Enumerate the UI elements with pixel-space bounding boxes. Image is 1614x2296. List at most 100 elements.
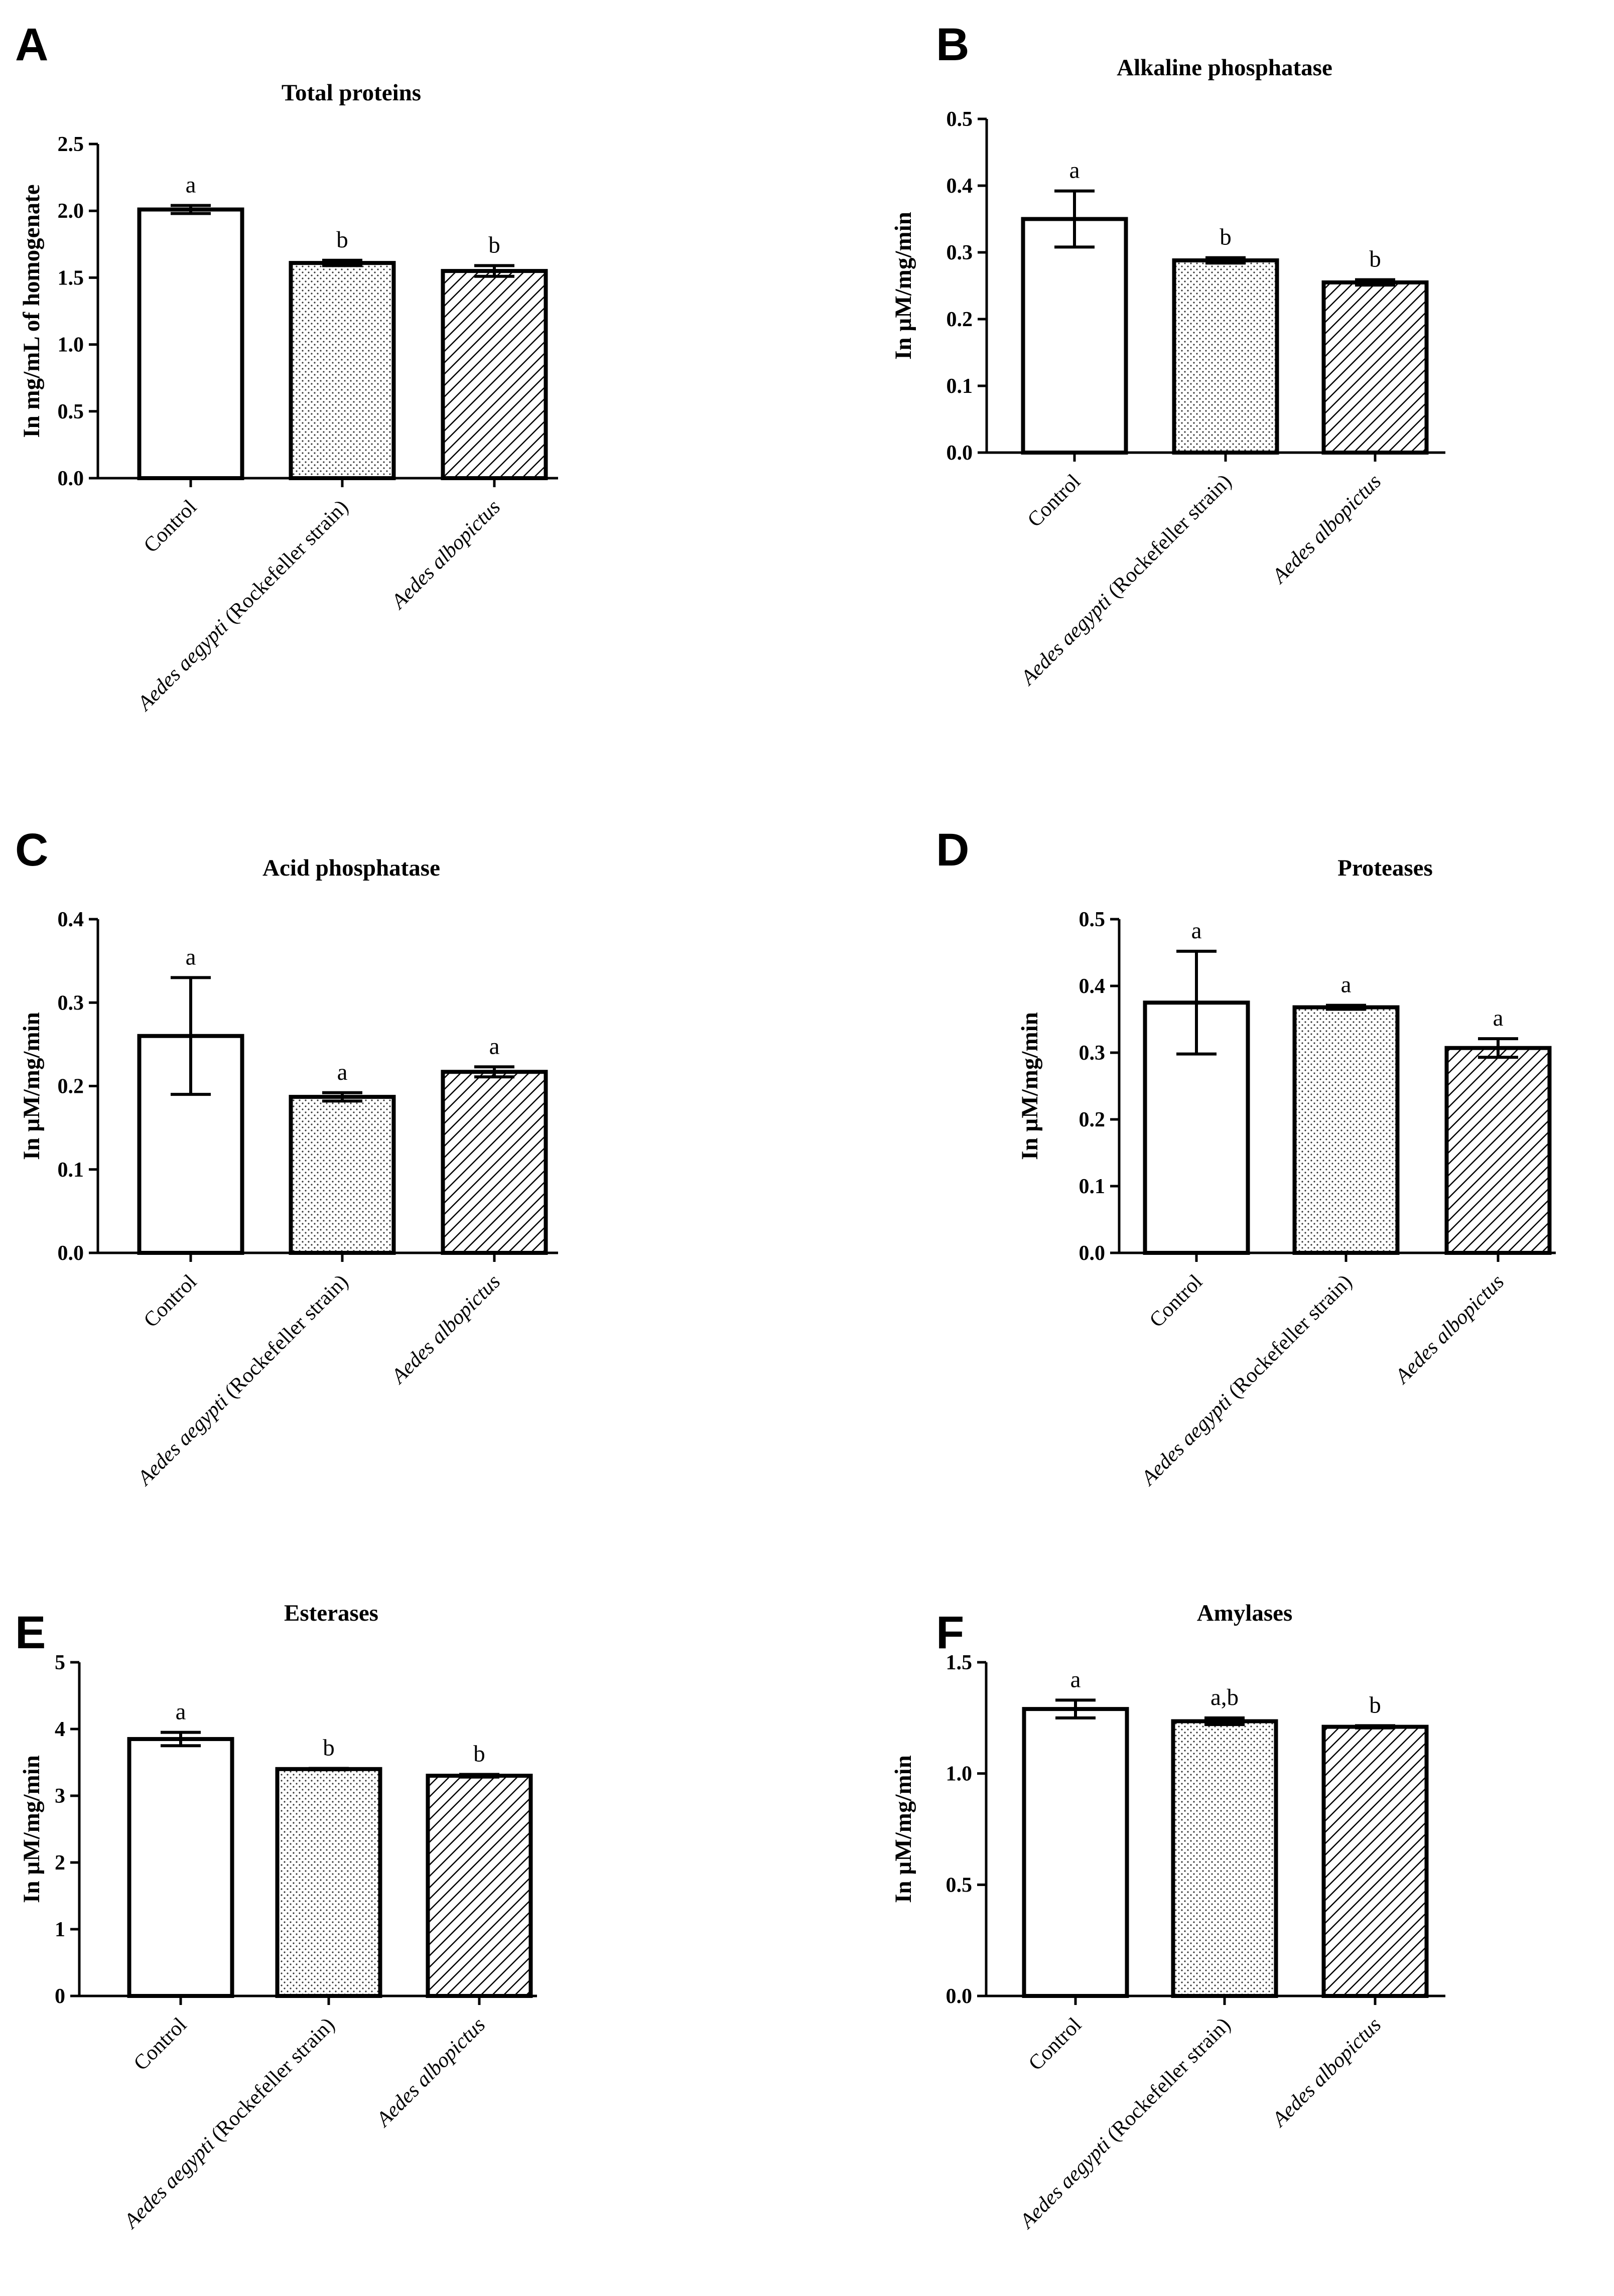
y-axis-label: In mg/mL of homogenate — [19, 184, 45, 438]
category-text: (Rockefeller strain) — [1100, 470, 1236, 607]
y-tick-label: 0.0 — [1079, 1242, 1106, 1265]
x-tick-label: Aedes albopictus — [371, 2014, 490, 2132]
bar-2 — [289, 1095, 396, 1255]
significance-label: a — [1493, 1005, 1504, 1031]
y-tick-label: 0.4 — [1079, 975, 1106, 998]
y-tick-label: 2.0 — [58, 200, 84, 223]
y-tick-label: 0.5 — [947, 108, 973, 131]
chart-title: Proteases — [1337, 855, 1433, 881]
y-tick-label: 0.4 — [58, 908, 84, 931]
category-text: Control — [140, 1270, 201, 1332]
category-text: (Rockefeller strain) — [203, 2014, 339, 2150]
chart-panel-f: F Amylases In µM/mg/min 0.0 0.5 1.0 1.5 a Contro… — [890, 1600, 1445, 2234]
y-tick-label: 0.1 — [947, 375, 973, 398]
y-tick-label: 2.5 — [58, 133, 84, 156]
category-text: Control — [1024, 2014, 1086, 2075]
y-tick-label: 5 — [55, 1651, 65, 1674]
category-text: Control — [1145, 1270, 1207, 1332]
species-name: Aedes aegypti — [1015, 2133, 1115, 2234]
y-tick-label: 0.3 — [58, 991, 84, 1015]
category-text: (Rockefeller strain) — [216, 496, 353, 632]
y-tick-label: 0.3 — [947, 241, 973, 264]
panel-letter: D — [936, 824, 969, 876]
panel-letter: B — [936, 19, 969, 70]
y-tick-label: 1.5 — [58, 266, 84, 290]
category-text: Control — [1023, 470, 1085, 532]
x-tick-label: Aedes albopictus — [386, 1270, 505, 1389]
significance-label: b — [1220, 224, 1232, 250]
chart-title: Alkaline phosphatase — [1117, 55, 1332, 81]
species-name: Aedes aegypti — [1016, 590, 1116, 690]
x-tick-label: Control — [1145, 1270, 1207, 1332]
species-name: Aedes aegypti — [132, 1390, 233, 1491]
x-tick-label: Control — [1024, 2014, 1086, 2075]
y-tick-label: 1.0 — [58, 334, 84, 357]
y-tick-label: 0.5 — [1079, 908, 1106, 931]
bar-1 — [1021, 217, 1128, 455]
significance-label: a — [1070, 1666, 1081, 1692]
chart-panel-c: C Acid phosphatase In µM/mg/min 0.0 0.1 0.2 0.… — [15, 824, 558, 1491]
chart-title: Esterases — [284, 1600, 378, 1626]
species-name: Aedes aegypti — [1136, 1390, 1237, 1491]
species-name: Aedes albopictus — [371, 2014, 490, 2132]
bar-2 — [289, 261, 396, 480]
category-text: (Rockefeller strain) — [1099, 2014, 1235, 2150]
chart-title: Amylases — [1197, 1600, 1293, 1626]
significance-label: a,b — [1210, 1684, 1239, 1710]
y-axis-label: In µM/mg/min — [19, 1755, 45, 1903]
bar-3 — [441, 269, 548, 481]
x-tick-label: Aedes albopictus — [386, 496, 505, 615]
chart-panel-e: E Esterases In µM/mg/min 0 1 2 3 4 5 a Control b Aed… — [15, 1600, 537, 2234]
y-tick-label: 1.5 — [946, 1651, 973, 1674]
y-tick-label: 0.1 — [58, 1159, 84, 1182]
y-tick-label: 0.2 — [947, 308, 973, 331]
significance-label: a — [489, 1033, 500, 1059]
y-axis-label: In µM/mg/min — [19, 1012, 45, 1160]
category-text: (Rockefeller strain) — [216, 1270, 353, 1407]
bar-2 — [275, 1767, 382, 1998]
x-tick-label: Control — [140, 496, 201, 557]
significance-label: b — [1369, 246, 1381, 272]
panel-letter: A — [15, 19, 48, 70]
bar-2 — [1171, 1719, 1278, 1998]
significance-label: b — [336, 227, 348, 253]
species-name: Aedes albopictus — [1267, 470, 1386, 589]
y-axis-label: In µM/mg/min — [1017, 1012, 1043, 1160]
y-tick-label: 0.0 — [947, 442, 973, 465]
chart-title: Total proteins — [282, 80, 421, 106]
y-tick-label: 0.2 — [58, 1075, 84, 1098]
bar-2 — [1172, 258, 1279, 455]
species-name: Aedes albopictus — [1267, 2014, 1386, 2132]
bar-3 — [1444, 1046, 1552, 1255]
x-tick-label: Aedes albopictus — [1390, 1270, 1509, 1389]
panel-letter: F — [936, 1607, 964, 1658]
y-axis-label: In µM/mg/min — [890, 212, 916, 360]
species-name: Aedes albopictus — [386, 496, 505, 615]
y-tick-label: 0 — [55, 1985, 65, 2008]
chart-panel-a: A Total proteins In mg/mL of homogenate 0.0… — [15, 19, 558, 716]
significance-label: b — [1369, 1692, 1381, 1718]
x-tick-label: Aedes albopictus — [1267, 2014, 1386, 2132]
significance-label: a — [176, 1699, 186, 1725]
bar-2 — [1292, 1005, 1400, 1255]
species-name: Aedes aegypti — [132, 616, 233, 716]
y-tick-label: 2 — [55, 1851, 65, 1875]
y-tick-label: 3 — [55, 1785, 65, 1808]
y-tick-label: 0.0 — [58, 467, 84, 490]
bar-1 — [127, 1737, 234, 1998]
panel-letter: E — [15, 1607, 46, 1658]
significance-label: a — [337, 1059, 348, 1085]
category-text: Control — [129, 2014, 191, 2075]
significance-label: b — [323, 1735, 335, 1761]
bar-1 — [1022, 1707, 1129, 1998]
x-tick-label: Control — [1023, 470, 1085, 532]
y-tick-label: 0.5 — [946, 1874, 973, 1897]
chart-title: Acid phosphatase — [262, 855, 440, 881]
species-name: Aedes albopictus — [1390, 1270, 1509, 1389]
y-tick-label: 0.1 — [1079, 1175, 1106, 1198]
significance-label: a — [1191, 918, 1202, 944]
y-tick-label: 0.2 — [1079, 1108, 1106, 1131]
x-tick-label: Control — [129, 2014, 191, 2075]
x-tick-label: Control — [140, 1270, 201, 1332]
